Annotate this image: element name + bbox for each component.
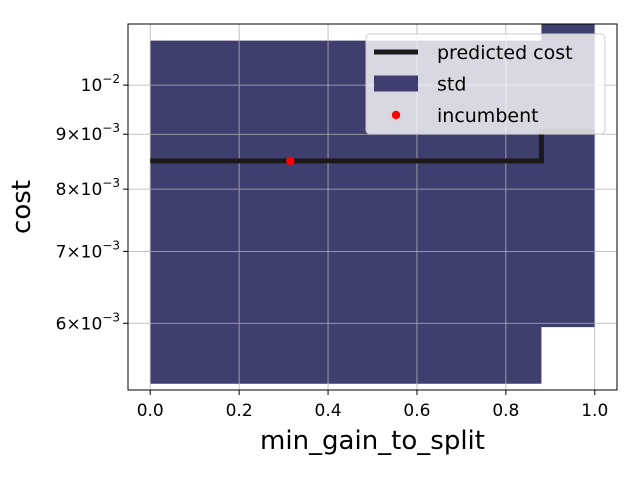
x-tick-layer: 0.0 0.2 0.4 0.6 0.8 1.0 bbox=[137, 390, 608, 421]
legend: predicted cost std incumbent bbox=[365, 33, 606, 135]
y-tick-label: 10−2 bbox=[81, 72, 120, 96]
y-tick-label: 6×10−3 bbox=[56, 310, 120, 334]
x-tick-label: 1.0 bbox=[581, 401, 608, 421]
legend-band-swatch bbox=[374, 75, 418, 92]
y-axis-label: cost bbox=[7, 180, 37, 234]
y-tick-layer: 6×10−3 7×10−3 8×10−3 9×10−3 10−2 bbox=[56, 72, 128, 334]
x-tick-label: 0.6 bbox=[403, 401, 430, 421]
legend-label: incumbent bbox=[437, 105, 539, 127]
legend-box bbox=[365, 33, 606, 135]
incumbent-point bbox=[286, 156, 295, 166]
legend-point-swatch bbox=[391, 110, 401, 120]
x-tick-label: 0.8 bbox=[492, 401, 519, 421]
x-tick-label: 0.4 bbox=[315, 401, 342, 421]
x-tick-label: 0.2 bbox=[226, 401, 253, 421]
legend-label: predicted cost bbox=[437, 42, 573, 64]
x-tick-label: 0.0 bbox=[137, 401, 164, 421]
y-tick-label: 8×10−3 bbox=[56, 176, 120, 200]
plot-frame bbox=[127, 23, 618, 391]
x-axis-label: min_gain_to_split bbox=[260, 426, 485, 456]
legend-label: std bbox=[437, 74, 466, 96]
y-tick-label: 9×10−3 bbox=[56, 121, 120, 145]
y-tick-label: 7×10−3 bbox=[56, 238, 120, 262]
point-layer bbox=[286, 156, 295, 166]
